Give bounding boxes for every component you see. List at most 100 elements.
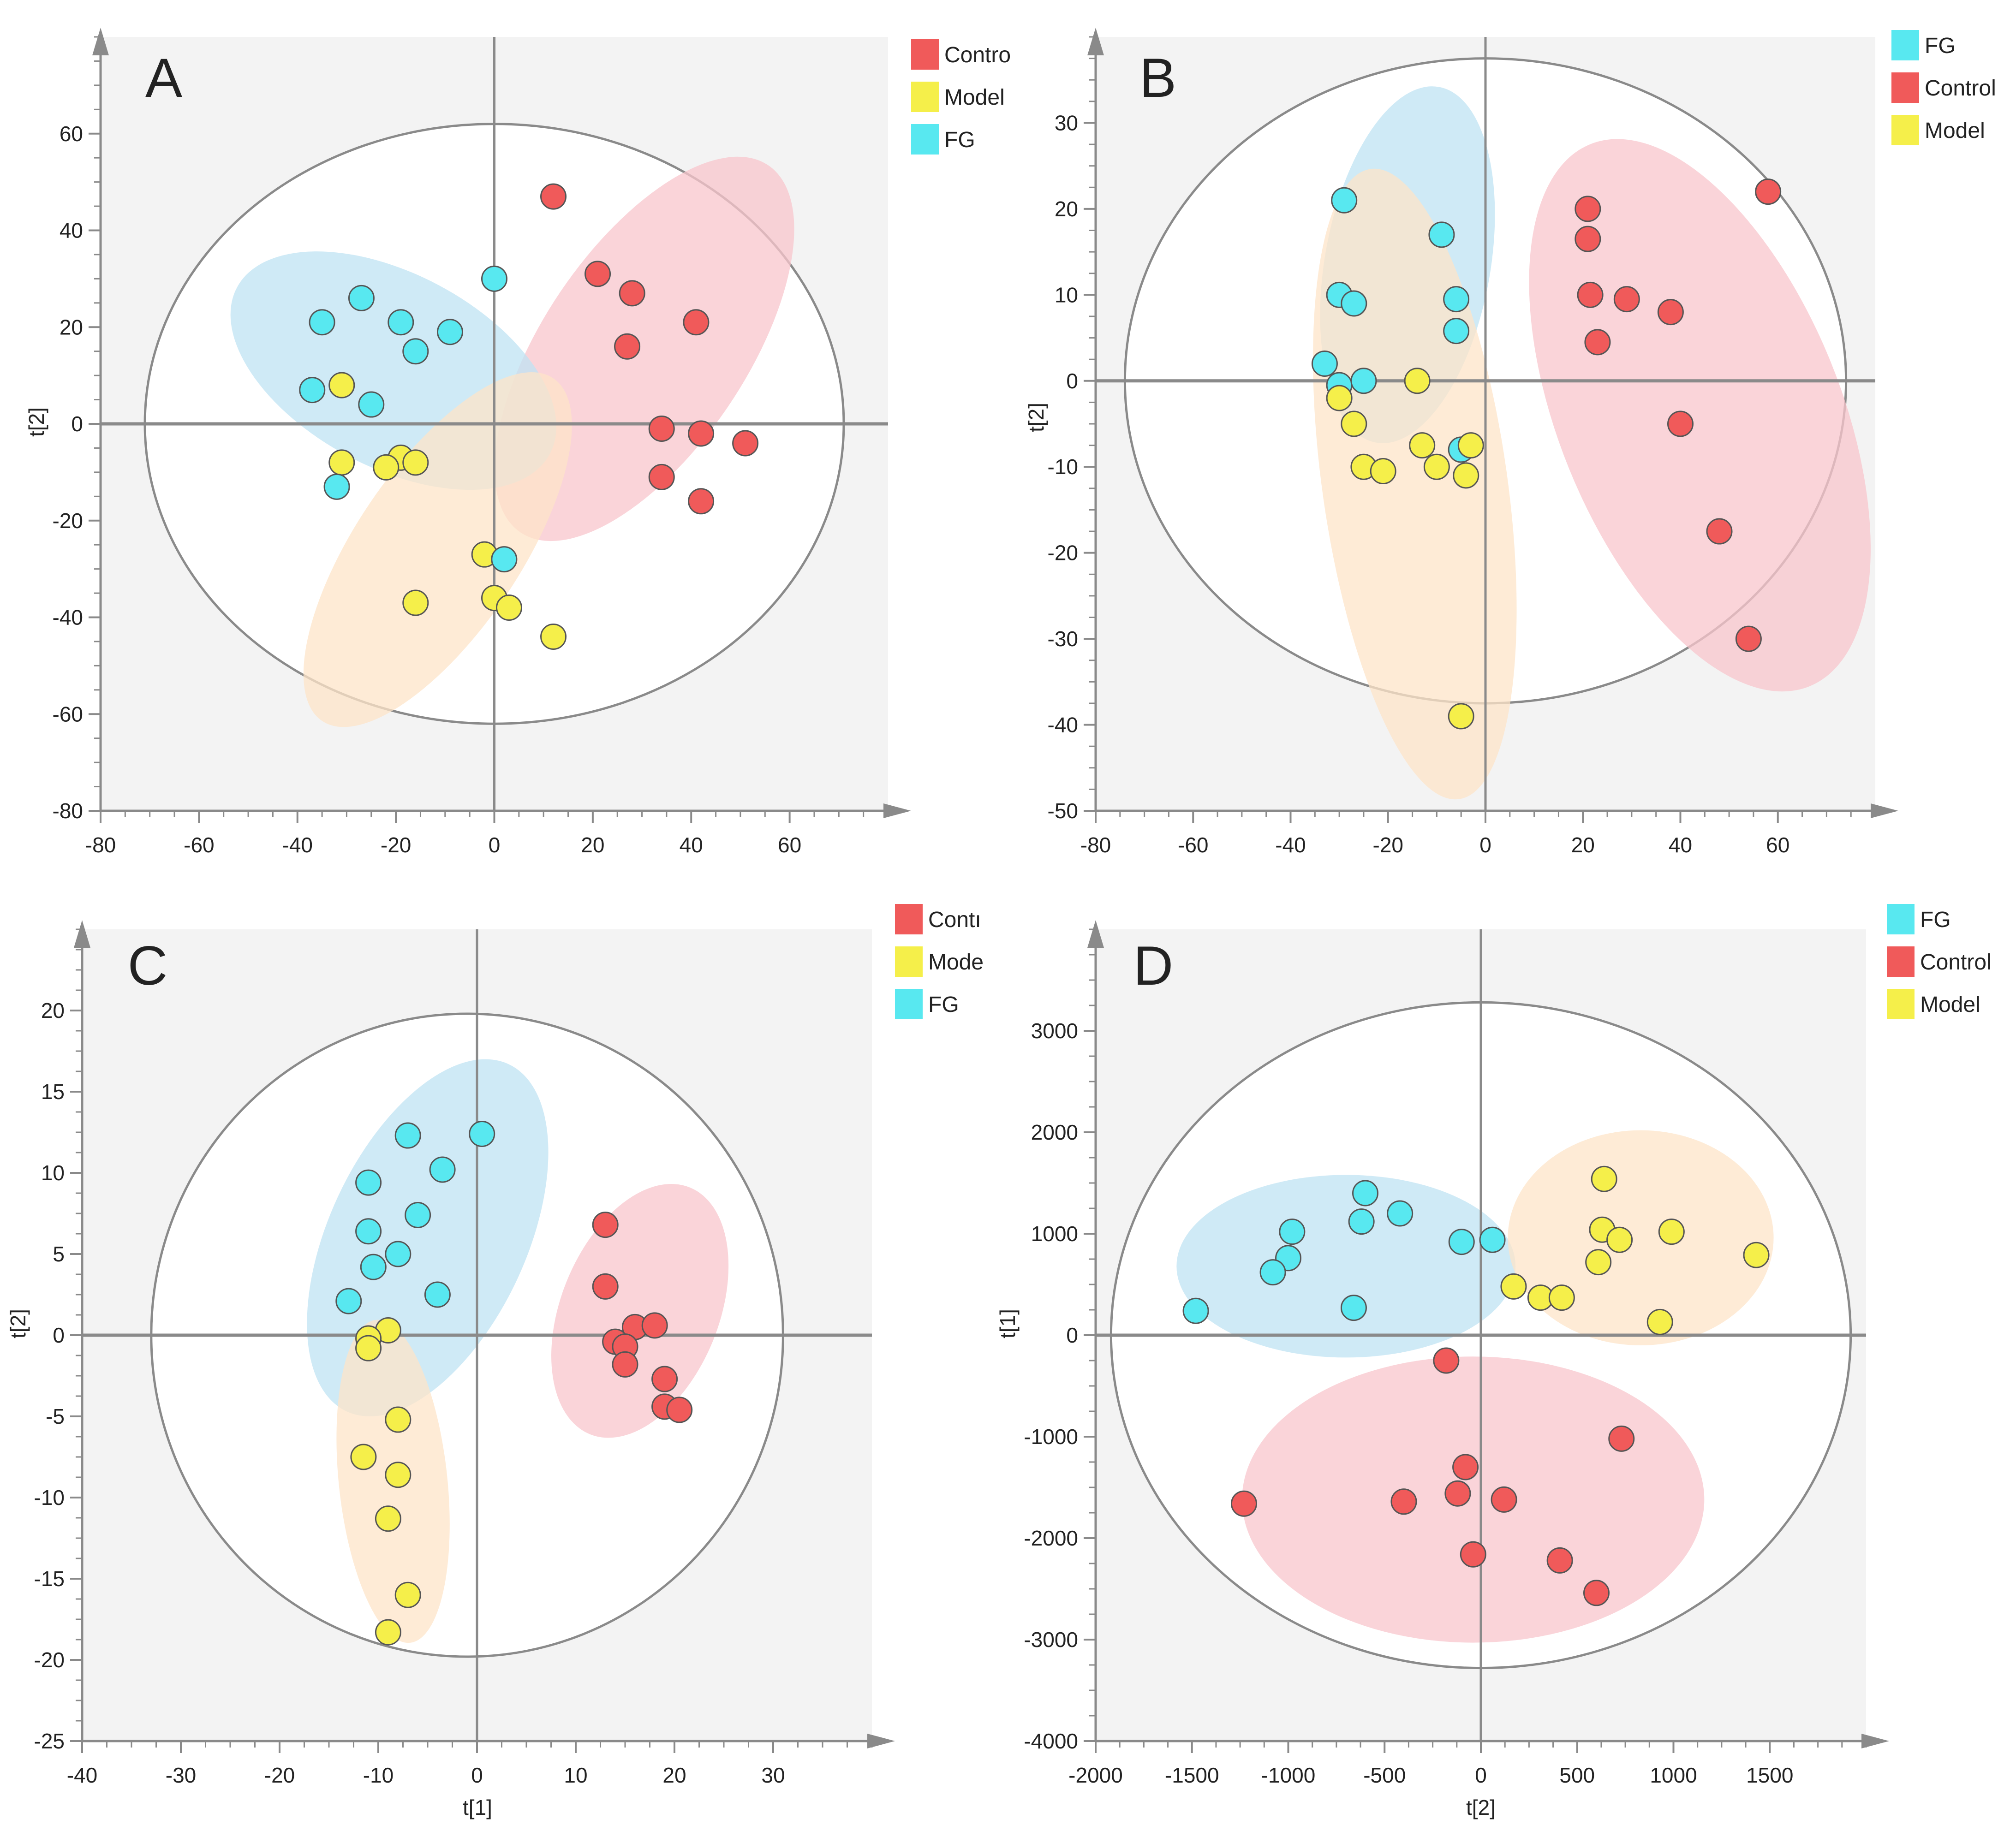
data-point-red (666, 1397, 693, 1423)
data-point-red (1657, 299, 1684, 326)
data-point-red (1706, 518, 1733, 545)
data-point-yellow (1548, 1284, 1575, 1311)
data-point-yellow (375, 1619, 401, 1646)
x-tick-label: -80 (1080, 833, 1111, 857)
legend-label: FG (1925, 34, 1956, 58)
panel-letter: D (1133, 935, 1174, 997)
data-point-red (1452, 1454, 1479, 1480)
data-point-yellow (1448, 703, 1474, 730)
data-point-cyan (1479, 1226, 1506, 1253)
data-point-yellow (1409, 432, 1436, 459)
panel-d: -2000 -1500 -1000 -500 0 500 1000 1500 -4000 -300… (996, 904, 1992, 1819)
data-point-yellow (394, 1581, 421, 1608)
legend-label: Control (1920, 950, 1992, 975)
data-point-yellow (1658, 1219, 1685, 1245)
x-tick-label: -20 (381, 833, 411, 857)
y-tick-label: -2000 (1024, 1526, 1078, 1550)
data-point-cyan (1182, 1297, 1209, 1324)
legend-swatch-cyan (1891, 30, 1919, 60)
group-ellipse-cyan (1176, 1175, 1516, 1358)
data-point-yellow (1404, 368, 1431, 394)
data-point-cyan (1428, 221, 1455, 248)
y-tick-label: -20 (53, 509, 83, 533)
data-point-cyan (424, 1281, 451, 1308)
y-tick-label: 15 (41, 1080, 65, 1104)
legend-label: Model (1920, 993, 1980, 1017)
data-point-cyan (469, 1121, 495, 1147)
data-point-red (612, 1351, 638, 1378)
data-point-cyan (1348, 1208, 1375, 1235)
data-point-red (688, 420, 715, 447)
x-tick-label: -20 (1373, 833, 1403, 857)
data-point-yellow (1341, 410, 1367, 437)
legend-label: FG (944, 128, 975, 152)
y-tick-label: -20 (1048, 541, 1078, 565)
data-point-yellow (496, 594, 523, 621)
y-tick-label: 0 (53, 1323, 65, 1347)
legend-swatch-yellow (895, 946, 923, 977)
data-point-yellow (1326, 385, 1353, 411)
x-tick-label: -20 (264, 1763, 295, 1787)
x-tick-label: -80 (85, 833, 116, 857)
panel-letter: B (1139, 47, 1176, 109)
panel-letter: A (145, 47, 182, 109)
data-point-red (1460, 1541, 1486, 1568)
y-tick-label: 2000 (1031, 1120, 1078, 1144)
x-tick-label: 500 (1559, 1763, 1595, 1787)
data-point-yellow (1585, 1249, 1612, 1276)
x-tick-label: 60 (1766, 833, 1789, 857)
data-point-yellow (540, 623, 567, 650)
data-point-cyan (360, 1254, 387, 1280)
data-point-cyan (348, 285, 375, 311)
x-tick-label: 0 (1475, 1763, 1487, 1787)
legend-swatch-red (1887, 946, 1915, 977)
y-tick-label: 20 (60, 315, 83, 339)
data-point-yellow (328, 372, 355, 398)
data-point-red (614, 333, 641, 360)
x-tick-label: 20 (662, 1763, 686, 1787)
x-tick-label: -30 (166, 1763, 196, 1787)
x-axis-arrow (1871, 803, 1898, 818)
x-tick-label: 10 (564, 1763, 587, 1787)
y-axis-label: t[1] (996, 1309, 1020, 1338)
x-axis-arrow (883, 803, 911, 818)
data-point-cyan (436, 319, 463, 345)
y-tick-label: 1000 (1031, 1222, 1078, 1246)
x-tick-label: -60 (184, 833, 214, 857)
y-tick-label: 20 (1055, 197, 1078, 221)
data-point-cyan (309, 309, 335, 336)
legend-label: FG (928, 993, 959, 1017)
y-tick-label: -10 (34, 1486, 65, 1510)
data-point-red (592, 1273, 619, 1300)
data-point-yellow (328, 449, 355, 476)
data-point-yellow (1591, 1165, 1617, 1192)
panel-c: -40 -30 -20 -10 0 10 20 30 -25 -20 -15 -10 -5 0 5 10 15 2… (6, 904, 984, 1819)
data-point-red (585, 261, 611, 287)
legend-label: Contro (944, 43, 1011, 67)
group-ellipse-yellow (1508, 1130, 1774, 1345)
y-tick-label: 30 (1055, 111, 1078, 135)
x-tick-label: 20 (581, 833, 604, 857)
x-tick-label: 1500 (1746, 1763, 1793, 1787)
data-point-cyan (355, 1169, 382, 1196)
x-tick-label: -2000 (1068, 1763, 1123, 1787)
y-axis-arrow (1087, 920, 1104, 948)
legend-swatch-red (895, 904, 923, 934)
panel-b: -80 -60 -40 -20 0 20 40 60 -50 -40 -30 -20 -10 0 10 20 3… (1024, 28, 1996, 857)
data-point-cyan (1387, 1200, 1414, 1227)
legend-swatch-cyan (911, 124, 939, 155)
data-point-yellow (1370, 458, 1396, 485)
y-axis-arrow (1087, 28, 1104, 55)
data-point-red (1575, 226, 1601, 252)
data-point-cyan (385, 1241, 412, 1267)
x-tick-label: 0 (1479, 833, 1491, 857)
y-tick-label: 0 (1066, 369, 1078, 393)
x-tick-label: 1000 (1650, 1763, 1697, 1787)
data-point-red (1755, 178, 1782, 205)
data-point-red (540, 183, 567, 210)
data-point-red (1577, 281, 1604, 308)
data-point-red (683, 309, 710, 336)
data-point-cyan (323, 473, 350, 500)
data-point-cyan (1331, 187, 1358, 214)
y-axis-label: t[2] (1024, 403, 1048, 432)
